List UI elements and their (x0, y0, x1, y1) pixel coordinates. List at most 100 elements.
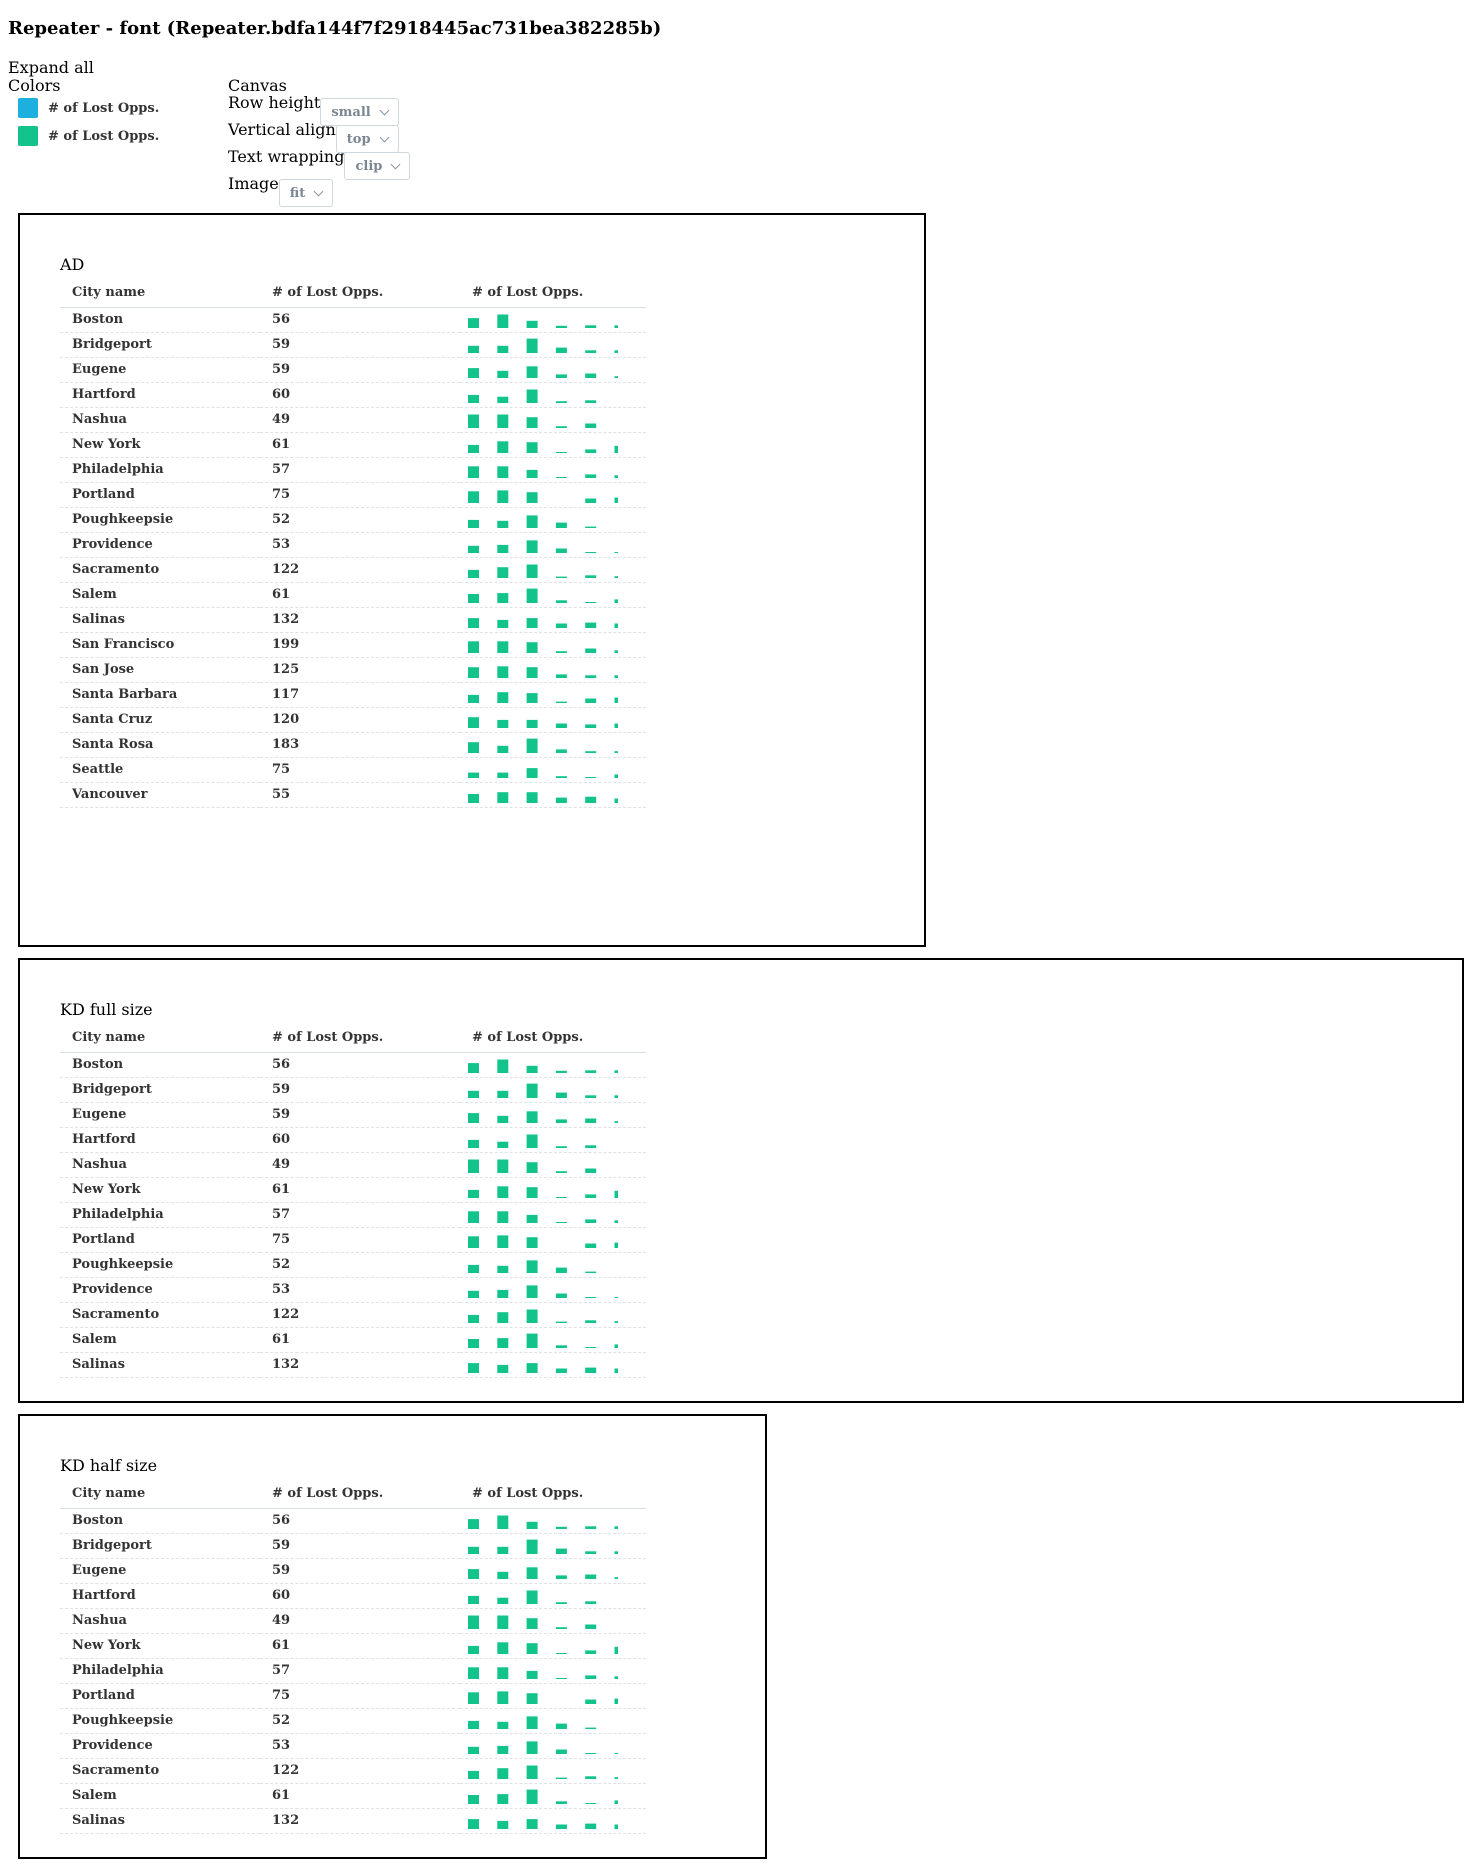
table-row[interactable]: New York 61 (60, 1633, 646, 1659)
table-row[interactable]: Nashua 49 (60, 407, 646, 433)
city-name-cell: Santa Cruz (60, 707, 260, 733)
image-select[interactable]: fit (278, 179, 334, 207)
spark-bar (555, 797, 567, 803)
spark-bar (526, 1521, 538, 1529)
column-header[interactable]: # of Lost Opps. (460, 1022, 646, 1053)
column-header[interactable]: # of Lost Opps. (260, 277, 460, 308)
sparkline-chart (468, 338, 618, 353)
column-header[interactable]: # of Lost Opps. (460, 277, 646, 308)
table-row[interactable]: Portland 75 (60, 1227, 646, 1253)
spark-bar (526, 1819, 538, 1829)
sparkline-cell (460, 1177, 646, 1203)
data-grid: City name # of Lost Opps. # of Lost Opps. B… (60, 1022, 646, 1378)
table-row[interactable]: Providence 53 (60, 1733, 646, 1759)
spark-bar (585, 1320, 597, 1323)
lost-opps-cell: 59 (260, 1558, 460, 1584)
table-row[interactable]: Philadelphia 57 (60, 1658, 646, 1684)
city-name-cell: New York (60, 432, 260, 458)
table-row[interactable]: Sacramento 122 (60, 1758, 646, 1784)
table-row[interactable]: Boston 56 (60, 307, 646, 333)
table-row[interactable]: Portland 75 (60, 1683, 646, 1709)
table-row[interactable]: Salem 61 (60, 1327, 646, 1353)
table-row[interactable]: Santa Cruz 120 (60, 707, 646, 733)
spark-bar (585, 1823, 597, 1829)
row-height-select[interactable]: small (320, 98, 399, 126)
table-row[interactable]: San Francisco 199 (60, 632, 646, 658)
sparkline-chart (468, 1134, 597, 1148)
table-row[interactable]: Bridgeport 59 (60, 1077, 646, 1103)
table-row[interactable]: San Jose 125 (60, 657, 646, 683)
table-row[interactable]: Vancouver 55 (60, 782, 646, 808)
color-swatch[interactable] (18, 98, 38, 118)
column-header[interactable]: City name (60, 1478, 260, 1509)
table-row[interactable]: Poughkeepsie 52 (60, 507, 646, 533)
table-row[interactable]: Philadelphia 57 (60, 457, 646, 483)
sparkline-cell (460, 1252, 646, 1278)
table-row[interactable]: New York 61 (60, 1177, 646, 1203)
spark-bar (497, 490, 509, 503)
table-row[interactable]: Eugene 59 (60, 1102, 646, 1128)
expand-all-link[interactable]: Expand all (8, 58, 94, 77)
table-row[interactable]: Santa Rosa 183 (60, 732, 646, 758)
lost-opps-cell: 49 (260, 1608, 460, 1634)
spark-bar (526, 469, 538, 478)
table-row[interactable]: Hartford 60 (60, 1127, 646, 1153)
city-name-cell: Boston (60, 1508, 260, 1534)
spark-bar (497, 719, 509, 728)
lost-opps-cell: 132 (260, 1352, 460, 1378)
spark-bar (497, 1235, 509, 1248)
table-row[interactable]: Bridgeport 59 (60, 1533, 646, 1559)
table-row[interactable]: Salem 61 (60, 582, 646, 608)
column-header[interactable]: City name (60, 277, 260, 308)
table-row[interactable]: Poughkeepsie 52 (60, 1252, 646, 1278)
table-row[interactable]: Salem 61 (60, 1783, 646, 1809)
lost-opps-cell: 122 (260, 557, 460, 583)
table-row[interactable]: Eugene 59 (60, 357, 646, 383)
table-row[interactable]: Eugene 59 (60, 1558, 646, 1584)
table-row[interactable]: Bridgeport 59 (60, 332, 646, 358)
lost-opps-cell: 132 (260, 1808, 460, 1834)
column-header[interactable]: # of Lost Opps. (260, 1478, 460, 1509)
table-row[interactable]: Sacramento 122 (60, 1302, 646, 1328)
spark-bar (497, 1667, 509, 1679)
table-row[interactable]: Nashua 49 (60, 1152, 646, 1178)
table-row[interactable]: Nashua 49 (60, 1608, 646, 1634)
table-row[interactable]: Portland 75 (60, 482, 646, 508)
spark-bar (526, 1111, 538, 1123)
table-row[interactable]: Seattle 75 (60, 757, 646, 783)
table-row[interactable]: Providence 53 (60, 532, 646, 558)
sparkline-cell (460, 532, 646, 558)
spark-bar (526, 1741, 538, 1754)
table-row[interactable]: Providence 53 (60, 1277, 646, 1303)
color-swatch[interactable] (18, 126, 38, 146)
lost-opps-cell: 57 (260, 1202, 460, 1228)
sparkline-cell (460, 507, 646, 533)
table-row[interactable]: Hartford 60 (60, 1583, 646, 1609)
spark-bar (468, 794, 479, 803)
column-header[interactable]: # of Lost Opps. (260, 1022, 460, 1053)
spark-bar (468, 1063, 479, 1073)
table-row[interactable]: New York 61 (60, 432, 646, 458)
table-row[interactable]: Poughkeepsie 52 (60, 1708, 646, 1734)
lost-opps-cell: 75 (260, 1227, 460, 1253)
table-row[interactable]: Salinas 132 (60, 1808, 646, 1834)
table-row[interactable]: Santa Barbara 117 (60, 682, 646, 708)
table-row[interactable]: Philadelphia 57 (60, 1202, 646, 1228)
column-header[interactable]: City name (60, 1022, 260, 1053)
table-row[interactable]: Boston 56 (60, 1052, 646, 1078)
text-wrapping-control: Text wrapping clip (228, 148, 411, 180)
table-row[interactable]: Hartford 60 (60, 382, 646, 408)
table-row[interactable]: Salinas 132 (60, 1352, 646, 1378)
city-name-cell: San Jose (60, 657, 260, 683)
table-row[interactable]: Boston 56 (60, 1508, 646, 1534)
chevron-down-icon (390, 159, 401, 170)
table-row[interactable]: Salinas 132 (60, 607, 646, 633)
column-header[interactable]: # of Lost Opps. (460, 1478, 646, 1509)
spark-bar (585, 325, 597, 328)
city-name-cell: New York (60, 1633, 260, 1659)
lost-opps-cell: 199 (260, 632, 460, 658)
vertical-align-select[interactable]: top (335, 125, 399, 153)
text-wrapping-select[interactable]: clip (344, 152, 411, 180)
table-row[interactable]: Sacramento 122 (60, 557, 646, 583)
vertical-align-label: Vertical align (228, 120, 336, 139)
